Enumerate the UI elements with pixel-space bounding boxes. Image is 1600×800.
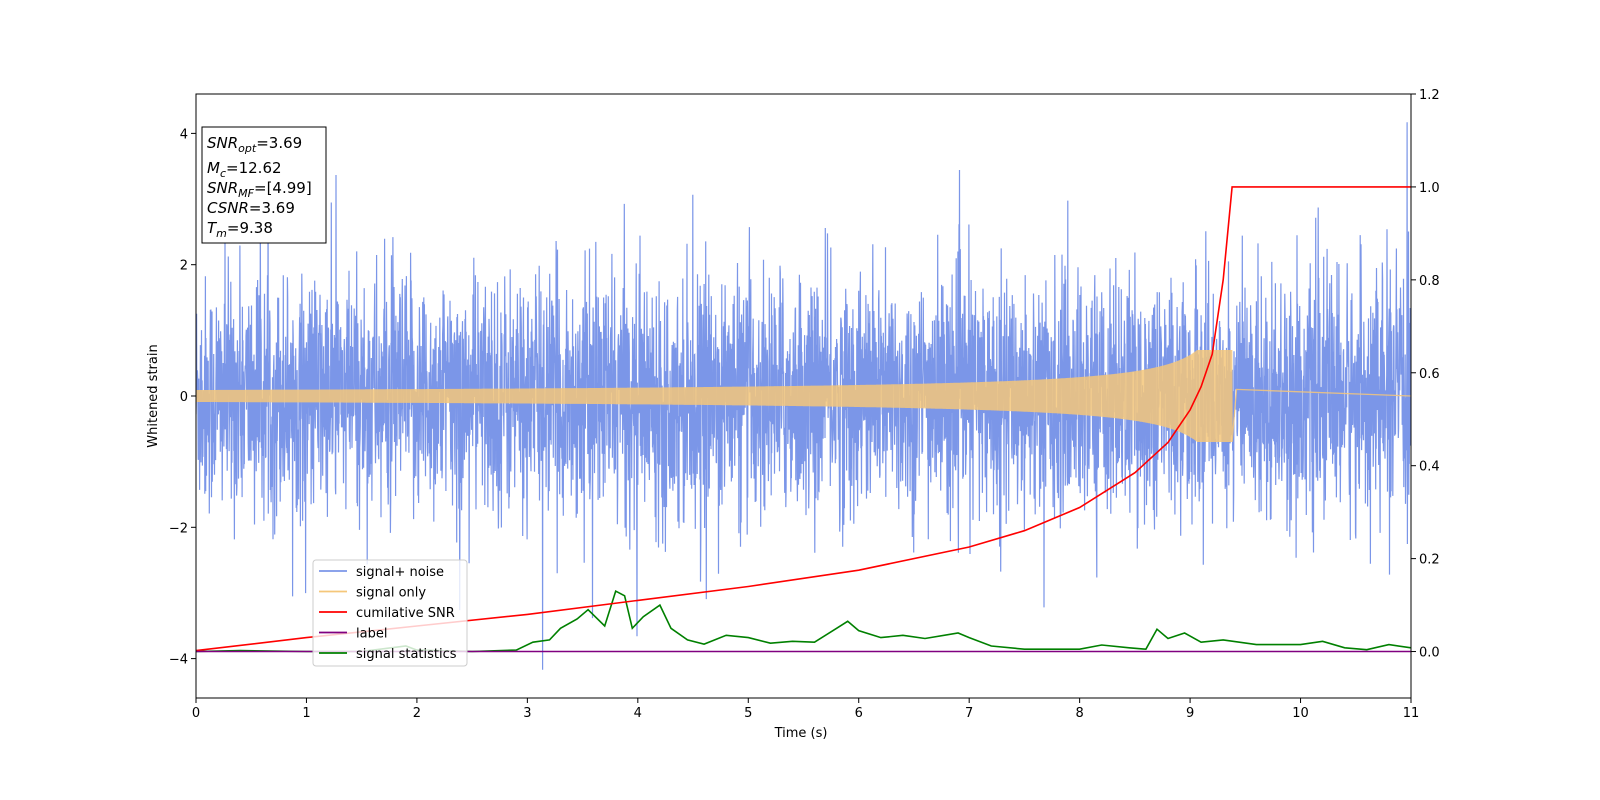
y-right-tick-label: 0.8 [1419, 274, 1440, 289]
x-tick-label: 1 [302, 706, 310, 721]
y-right-tick-label: 0.6 [1419, 367, 1440, 382]
y-tick-label: 0 [180, 390, 188, 405]
stats-box-frame [201, 126, 327, 244]
x-tick-label: 7 [965, 706, 973, 721]
stats-line: Mc=12.62 [207, 159, 282, 180]
x-axis-title: Time (s) [774, 726, 828, 741]
x-axis: 0 1 2 3 4 5 6 7 8 9 10 11 [192, 698, 1419, 721]
line-signal-statistics [196, 589, 1411, 653]
x-tick-label: 9 [1186, 706, 1194, 721]
line-cumilative-snr [196, 186, 1411, 652]
y-tick-label: −4 [169, 653, 188, 668]
x-tick-label: 10 [1292, 706, 1309, 721]
legend-frame [312, 559, 468, 667]
x-tick-label: 11 [1403, 706, 1420, 721]
series-signal-noise [196, 122, 1411, 670]
y-right-tick-label: 0.4 [1419, 460, 1440, 475]
y-tick-label: 2 [180, 259, 188, 274]
y-axis-left: −4 −2 0 2 4 [169, 127, 196, 668]
y-right-tick-label: 0.0 [1419, 646, 1440, 661]
legend-item: signal only [356, 586, 426, 601]
legend-item: signal statistics [356, 647, 457, 662]
line-signal-only [196, 349, 1411, 443]
x-tick-label: 6 [855, 706, 863, 721]
y-tick-label: −2 [169, 521, 188, 536]
stats-line: SNRMF=[4.99] [207, 179, 312, 200]
x-tick-label: 2 [413, 706, 421, 721]
legend-item: cumilative SNR [356, 606, 455, 621]
line-signal-noise [196, 122, 1411, 670]
x-tick-label: 5 [744, 706, 752, 721]
y-right-tick-label: 0.2 [1419, 553, 1440, 568]
x-tick-label: 4 [634, 706, 642, 721]
legend-item: signal+ noise [356, 565, 444, 580]
y-axis-title: Whitened strain [146, 344, 161, 447]
y-tick-label: 4 [180, 127, 188, 142]
stats-line: CSNR=3.69 [207, 199, 295, 217]
x-tick-label: 0 [192, 706, 200, 721]
legend-item: label [356, 627, 387, 642]
stats-line: Tm=9.38 [207, 219, 273, 240]
legend: signal+ noise signal only cumilative SNR la… [312, 559, 468, 667]
series-signal-only [196, 349, 1411, 443]
x-tick-label: 3 [523, 706, 531, 721]
y-axis-right: 0.0 0.2 0.4 0.6 0.8 1.0 1.2 [1411, 88, 1440, 661]
stats-line: SNRopt=3.69 [207, 134, 302, 155]
y-right-tick-label: 1.2 [1419, 88, 1440, 103]
x-tick-label: 8 [1075, 706, 1083, 721]
stats-box: SNRopt=3.69 Mc=12.62SNRMF=[4.99]CSNR=3.69… [201, 126, 327, 244]
y-right-tick-label: 1.0 [1419, 181, 1440, 196]
